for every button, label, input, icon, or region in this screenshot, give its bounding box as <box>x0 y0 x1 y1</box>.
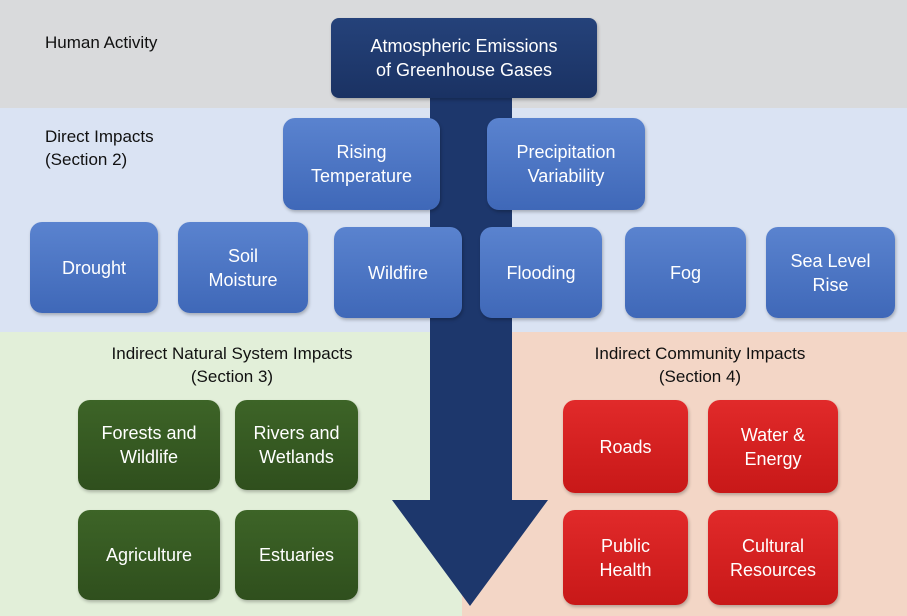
text-line: Estuaries <box>258 545 335 565</box>
text-line: Wetlands <box>259 447 334 467</box>
text-line: Variability <box>527 166 605 186</box>
natural-box: Rivers and Wetlands <box>235 400 358 490</box>
text-line: Rise <box>812 274 849 295</box>
natural-box: Estuaries <box>235 510 358 600</box>
band-label: Indirect Natural System Impacts (Section … <box>40 342 424 388</box>
community-box: Public Health <box>563 510 688 605</box>
text-line: Indirect Community Impacts <box>594 344 806 363</box>
impact-box: Wildfire <box>334 227 462 318</box>
text-line: Rising <box>336 142 387 162</box>
text-line: Moisture <box>208 269 278 290</box>
impact-box: Sea Level Rise <box>766 227 895 318</box>
text-line: Health <box>599 559 652 580</box>
text-line: Precipitation <box>516 142 616 162</box>
text-line: Indirect Natural System Impacts <box>111 344 353 363</box>
text-line: Direct Impacts <box>45 127 154 146</box>
text-line: Cultural <box>741 535 805 556</box>
text-line: (Section 4) <box>658 367 742 386</box>
impact-box: Fog <box>625 227 746 318</box>
impact-box: Soil Moisture <box>178 222 308 313</box>
main-arrow <box>392 90 548 606</box>
community-box: Cultural Resources <box>708 510 838 605</box>
text-line: of Greenhouse Gases <box>375 60 553 80</box>
text-line: Atmospheric Emissions <box>370 36 558 56</box>
natural-box: Agriculture <box>78 510 220 600</box>
text-line: Soil <box>227 245 258 266</box>
impact-box: Flooding <box>480 227 602 318</box>
text-line: Water & <box>740 424 806 445</box>
source-box: Atmospheric Emissions of Greenhouse Gases <box>331 18 597 98</box>
text-line: Forests and <box>101 423 197 443</box>
text-line: Drought <box>61 257 127 278</box>
text-line: Resources <box>729 559 817 580</box>
text-line: Agriculture <box>105 545 193 565</box>
text-line: Flooding <box>506 262 576 283</box>
text-line: (Section 3) <box>190 367 274 386</box>
band-label: Human Activity <box>45 31 157 54</box>
text-line: Rivers and <box>253 423 340 443</box>
text-line: Energy <box>744 448 802 469</box>
community-box: Roads <box>563 400 688 493</box>
text-line: Roads <box>599 436 652 457</box>
natural-box: Forests and Wildlife <box>78 400 220 490</box>
band-label: Indirect Community Impacts (Section 4) <box>500 342 900 388</box>
community-box: Water & Energy <box>708 400 838 493</box>
band-label: Direct Impacts (Section 2) <box>45 125 154 171</box>
text-line: Human Activity <box>45 33 158 52</box>
text-line: Public <box>600 535 651 556</box>
text-line: Temperature <box>310 166 413 186</box>
text-line: Wildlife <box>119 447 178 467</box>
text-line: Sea Level <box>790 250 871 271</box>
direct-box: Precipitation Variability <box>487 118 645 210</box>
text-line: Wildfire <box>367 262 428 283</box>
text-line: (Section 2) <box>45 150 128 169</box>
band-natural <box>0 332 462 616</box>
impact-box: Drought <box>30 222 158 313</box>
text-line: Fog <box>669 262 702 283</box>
direct-box: Rising Temperature <box>283 118 440 210</box>
